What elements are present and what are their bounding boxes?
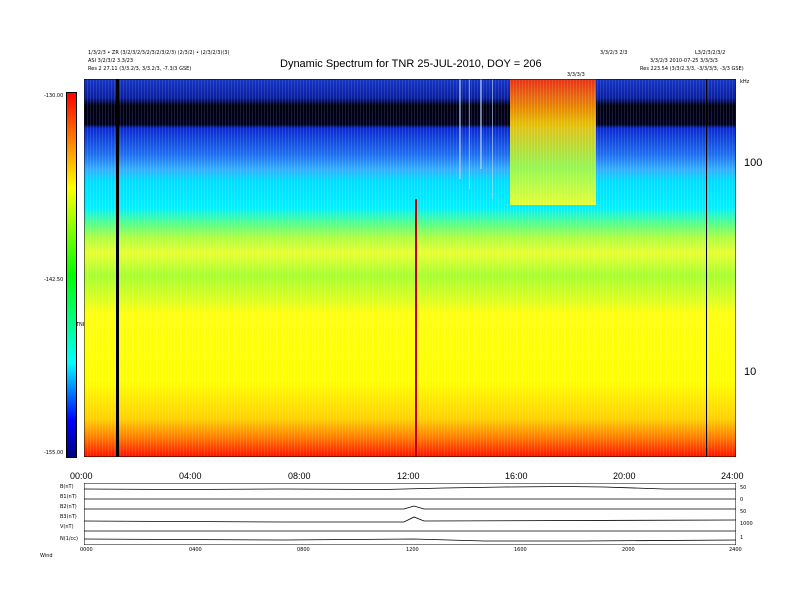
lower-x-tick-5: 2000: [622, 547, 635, 553]
lower-x-tick-0: 0000: [80, 547, 93, 553]
units-label: kHz: [740, 79, 750, 85]
header-mid-label: 3/3/3/3: [567, 72, 585, 78]
spectrogram: [84, 79, 736, 457]
lower-row-label-0: B(nT): [60, 484, 74, 490]
footer-label: Wind: [40, 553, 53, 559]
colorbar-tick-top: -130.00: [44, 93, 64, 99]
gap-line-2: [706, 79, 707, 457]
x-tick-3: 12:00: [397, 471, 420, 481]
lower-row-label-3: B3(nT): [60, 514, 77, 520]
x-tick-6: 24:00: [721, 471, 744, 481]
y-tick-10: 10: [744, 366, 757, 378]
lower-right-label-0: 50: [740, 485, 747, 491]
lower-row-label-1: B1(nT): [60, 494, 77, 500]
header-right-line2: 3/3/2/3 2010-07-25 3/3/3/3: [650, 58, 718, 64]
x-tick-1: 04:00: [179, 471, 202, 481]
lower-right-label-2: 50: [740, 509, 747, 515]
lower-row-label-5: N(1/cc): [60, 536, 79, 542]
colorbar-tick-bottom: -155.00: [44, 450, 64, 456]
lower-x-tick-4: 1600: [514, 547, 527, 553]
lower-panel: [84, 483, 736, 545]
lower-x-tick-6: 2400: [729, 547, 742, 553]
lower-right-label-1: 0: [740, 497, 744, 503]
colorbar-tick-mid: -142.50: [44, 277, 64, 283]
streaks-group: [459, 79, 493, 199]
header-left-line1: 1/3/2/3 • ZR (3/2/3/2/3/2/3/2/3/2/3) (2/…: [88, 50, 230, 56]
lower-right-label-4: 1: [740, 535, 744, 541]
colorbar-label: TNR: [76, 322, 87, 328]
header-right-line1b: L3/2/3/2/3/2: [695, 50, 726, 56]
lower-right-label-3: 1000: [740, 521, 753, 527]
header-left-line3: Res 2 27.11 (3/3.2/3, 3/3.2/3, -7.3/3 GS…: [88, 66, 192, 72]
spike-line: [415, 199, 417, 457]
lower-x-tick-1: 0400: [189, 547, 202, 553]
x-tick-4: 16:00: [505, 471, 528, 481]
lower-x-tick-3: 1200: [406, 547, 419, 553]
x-tick-0: 00:00: [70, 471, 93, 481]
chart-title: Dynamic Spectrum for TNR 25-JUL-2010, DO…: [280, 58, 542, 70]
y-tick-100: 100: [744, 157, 763, 169]
lower-row-label-4: V(nT): [60, 524, 74, 530]
header-right-line3: Res 223.54 (3/3/2.3/3, -3/3/3/3, -3/3 GS…: [640, 66, 744, 72]
x-tick-2: 08:00: [288, 471, 311, 481]
header-right-line1: 3/3/2/3 2/3: [600, 50, 628, 56]
lower-row-label-2: B2(nT): [60, 504, 77, 510]
header-left-line2: ASI 3/2/3/2 3.3/23: [88, 58, 134, 64]
colorbar: [66, 92, 77, 458]
x-tick-5: 20:00: [613, 471, 636, 481]
lower-x-tick-2: 0800: [297, 547, 310, 553]
gap-line-1: [116, 79, 119, 457]
